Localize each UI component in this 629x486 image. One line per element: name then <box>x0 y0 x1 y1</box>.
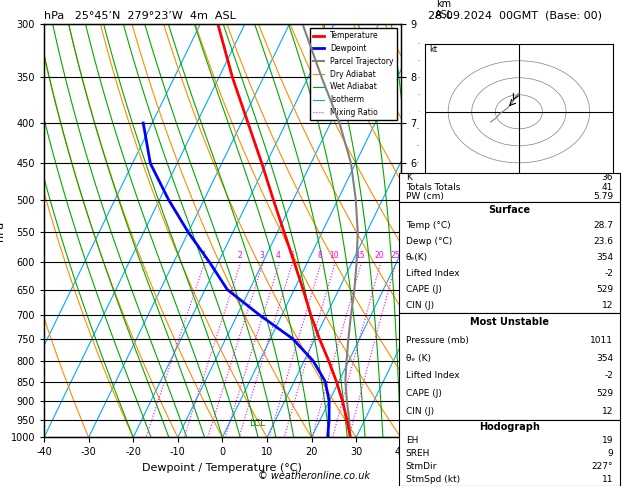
Text: 227°: 227° <box>592 462 613 471</box>
Text: 8: 8 <box>318 251 322 260</box>
Text: 20: 20 <box>375 251 384 260</box>
Text: 1: 1 <box>201 251 206 260</box>
Text: 36: 36 <box>602 173 613 182</box>
Text: 529: 529 <box>596 285 613 294</box>
Text: K: K <box>406 173 411 182</box>
Text: 5.79: 5.79 <box>593 192 613 201</box>
Text: 25: 25 <box>390 251 399 260</box>
FancyBboxPatch shape <box>399 420 620 486</box>
Text: Totals Totals: Totals Totals <box>406 183 460 191</box>
Legend: Temperature, Dewpoint, Parcel Trajectory, Dry Adiabat, Wet Adiabat, Isotherm, Mi: Temperature, Dewpoint, Parcel Trajectory… <box>309 28 397 120</box>
Text: -2: -2 <box>604 269 613 278</box>
Text: SREH: SREH <box>406 449 430 458</box>
Text: Pressure (mb): Pressure (mb) <box>406 336 469 345</box>
Text: -2: -2 <box>604 371 613 381</box>
Text: PW (cm): PW (cm) <box>406 192 443 201</box>
Text: 2: 2 <box>237 251 242 260</box>
Text: Dewp (°C): Dewp (°C) <box>406 237 452 246</box>
X-axis label: Dewpoint / Temperature (°C): Dewpoint / Temperature (°C) <box>142 463 303 473</box>
FancyBboxPatch shape <box>399 202 620 313</box>
Text: 10: 10 <box>329 251 339 260</box>
Text: 15: 15 <box>355 251 365 260</box>
Text: StmSpd (kt): StmSpd (kt) <box>406 475 460 484</box>
Text: CIN (J): CIN (J) <box>406 407 434 416</box>
Text: km
ASL: km ASL <box>435 0 453 20</box>
Text: 41: 41 <box>602 183 613 191</box>
Text: kt: kt <box>430 45 437 54</box>
Text: LCL: LCL <box>249 419 265 428</box>
Text: 19: 19 <box>602 435 613 445</box>
Text: StmDir: StmDir <box>406 462 437 471</box>
Text: Lifted Index: Lifted Index <box>406 269 459 278</box>
Text: 5: 5 <box>289 251 294 260</box>
Y-axis label: hPa: hPa <box>0 221 5 241</box>
Text: Temp (°C): Temp (°C) <box>406 221 450 230</box>
FancyBboxPatch shape <box>399 173 620 202</box>
Text: 9: 9 <box>608 449 613 458</box>
Text: CAPE (J): CAPE (J) <box>406 389 442 398</box>
Text: 529: 529 <box>596 389 613 398</box>
Text: 11: 11 <box>602 475 613 484</box>
Text: Most Unstable: Most Unstable <box>470 317 549 328</box>
Text: 12: 12 <box>602 407 613 416</box>
Text: 4: 4 <box>276 251 281 260</box>
Text: 1011: 1011 <box>590 336 613 345</box>
Text: Surface: Surface <box>489 205 530 215</box>
Title: 28.09.2024  00GMT  (Base: 00): 28.09.2024 00GMT (Base: 00) <box>428 11 601 21</box>
Text: 354: 354 <box>596 353 613 363</box>
Text: CAPE (J): CAPE (J) <box>406 285 442 294</box>
Text: © weatheronline.co.uk: © weatheronline.co.uk <box>259 471 370 481</box>
Text: EH: EH <box>406 435 418 445</box>
Text: 23.6: 23.6 <box>593 237 613 246</box>
Text: CIN (J): CIN (J) <box>406 301 434 310</box>
Text: 354: 354 <box>596 253 613 262</box>
Y-axis label: Mixing Ratio (g/kg): Mixing Ratio (g/kg) <box>423 185 433 277</box>
Text: Hodograph: Hodograph <box>479 422 540 432</box>
Text: θₑ(K): θₑ(K) <box>406 253 428 262</box>
Text: 3: 3 <box>259 251 264 260</box>
Text: hPa   25°45’N  279°23’W  4m  ASL: hPa 25°45’N 279°23’W 4m ASL <box>44 11 236 21</box>
Text: 12: 12 <box>602 301 613 310</box>
Text: θₑ (K): θₑ (K) <box>406 353 431 363</box>
Text: 28.7: 28.7 <box>593 221 613 230</box>
FancyBboxPatch shape <box>399 313 620 420</box>
Text: Lifted Index: Lifted Index <box>406 371 459 381</box>
